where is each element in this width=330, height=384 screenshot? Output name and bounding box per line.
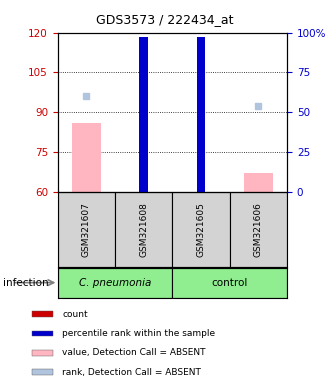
Bar	[115, 192, 173, 267]
Bar	[230, 192, 287, 267]
Bar	[173, 192, 230, 267]
Text: percentile rank within the sample: percentile rank within the sample	[62, 329, 215, 338]
Bar	[197, 37, 205, 192]
Text: control: control	[212, 278, 248, 288]
Bar	[173, 268, 287, 298]
Bar	[58, 268, 173, 298]
Text: infection: infection	[3, 278, 49, 288]
Bar	[32, 350, 53, 356]
Text: C. pneumonia: C. pneumonia	[79, 278, 151, 288]
Bar	[140, 37, 148, 192]
Text: rank, Detection Call = ABSENT: rank, Detection Call = ABSENT	[62, 367, 201, 377]
Bar	[32, 369, 53, 375]
Bar	[244, 174, 273, 192]
Text: GSM321607: GSM321607	[82, 202, 91, 257]
Text: GDS3573 / 222434_at: GDS3573 / 222434_at	[96, 13, 234, 26]
Bar	[32, 331, 53, 336]
Text: GSM321606: GSM321606	[254, 202, 263, 257]
Text: GSM321605: GSM321605	[197, 202, 206, 257]
Text: GSM321608: GSM321608	[139, 202, 148, 257]
Bar	[72, 123, 101, 192]
Bar	[197, 43, 205, 192]
Text: count: count	[62, 310, 88, 319]
Bar	[140, 81, 148, 192]
Bar	[32, 311, 53, 317]
Bar	[58, 192, 115, 267]
Text: value, Detection Call = ABSENT: value, Detection Call = ABSENT	[62, 348, 206, 357]
